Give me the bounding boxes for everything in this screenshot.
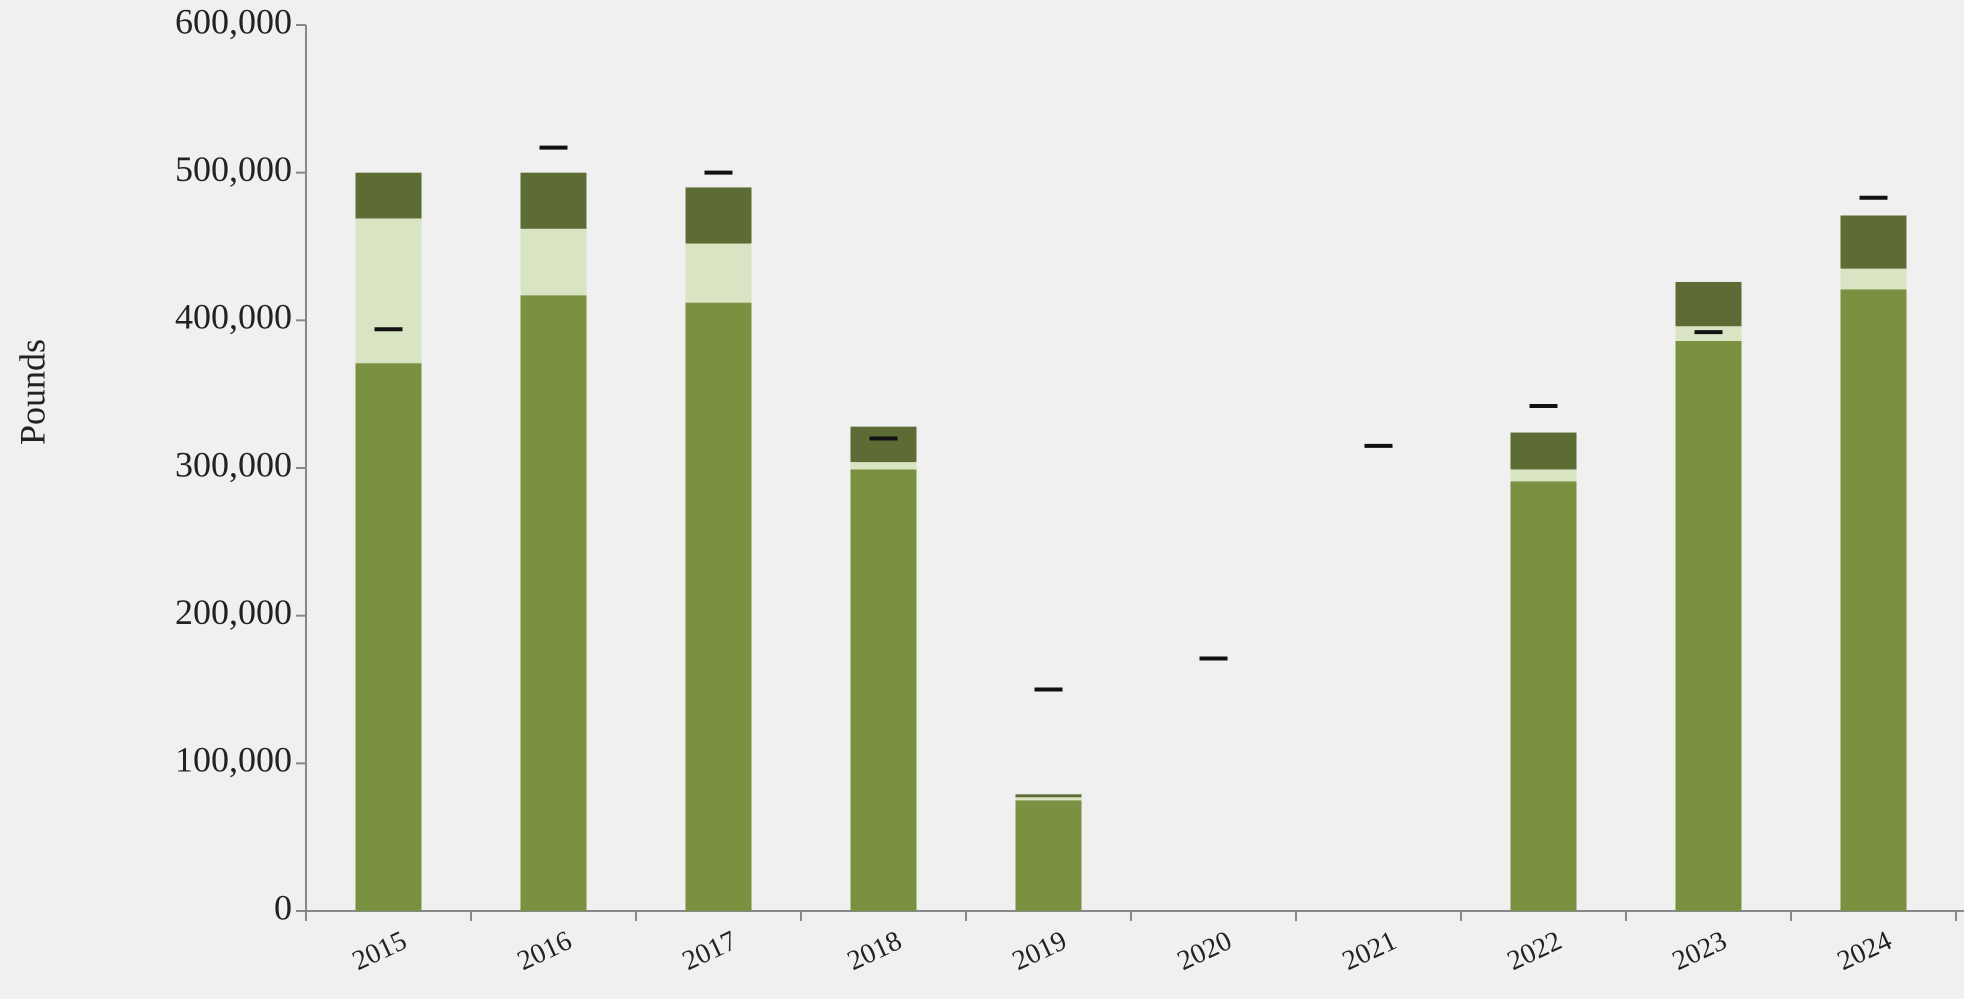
bar-segment [1015,794,1082,798]
y-tick-label: 400,000 [175,297,292,337]
bar-segment [1840,268,1907,290]
bar-segment [1015,800,1082,911]
bar-segment [685,187,752,244]
bar-segment [1675,281,1742,327]
bar-segment [1015,797,1082,801]
y-tick-label: 200,000 [175,592,292,632]
bar-segment [850,426,917,463]
bar-segment [355,218,422,364]
bar-segment [1840,289,1907,911]
bar-segment [1510,481,1577,911]
bar-segment [685,243,752,303]
bar-segment [850,462,917,470]
bar-segment [520,295,587,912]
y-axis-label: Pounds [12,339,52,445]
bar-segment [1510,432,1577,470]
bar-segment [520,228,587,296]
bar-segment [355,363,422,911]
bar-segment [355,172,422,219]
y-tick-label: 0 [274,887,292,927]
bar-segment [685,302,752,911]
y-tick-label: 300,000 [175,444,292,484]
bar-segment [1840,215,1907,269]
bar-segment [1510,469,1577,482]
y-tick-label: 100,000 [175,740,292,780]
bar-segment [1675,341,1742,911]
y-tick-label: 600,000 [175,1,292,41]
bar-segment [850,469,917,911]
bar-segment [520,172,587,229]
y-tick-label: 500,000 [175,149,292,189]
